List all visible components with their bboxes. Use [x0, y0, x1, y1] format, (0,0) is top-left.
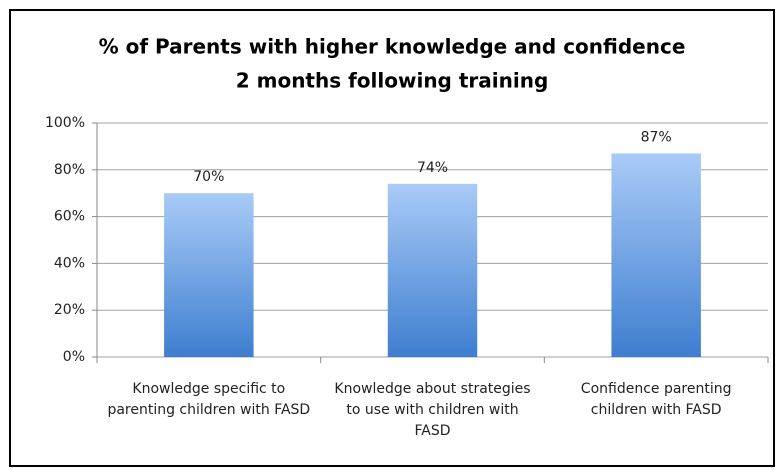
- y-tick-label: 100%: [45, 115, 85, 131]
- value-label: 74%: [417, 160, 448, 176]
- chart-title: 2 months following training: [236, 69, 549, 93]
- chart-title: % of Parents with higher knowledge and c…: [99, 35, 686, 59]
- value-label: 87%: [641, 129, 672, 145]
- y-tick-label: 0%: [63, 349, 85, 365]
- value-label: 70%: [193, 169, 224, 185]
- y-tick-label: 60%: [54, 209, 85, 225]
- bar: [611, 153, 701, 357]
- y-tick-label: 80%: [54, 162, 85, 178]
- x-tick-label: Knowledge about strategies to use with ch…: [334, 381, 530, 439]
- x-tick-label: Knowledge specific to parenting children …: [107, 381, 310, 418]
- y-tick-label: 40%: [54, 255, 85, 271]
- bar: [164, 193, 254, 357]
- bar: [387, 183, 478, 357]
- x-tick-label: Confidence parenting children with FASD: [581, 381, 732, 418]
- y-tick-label: 20%: [54, 302, 85, 318]
